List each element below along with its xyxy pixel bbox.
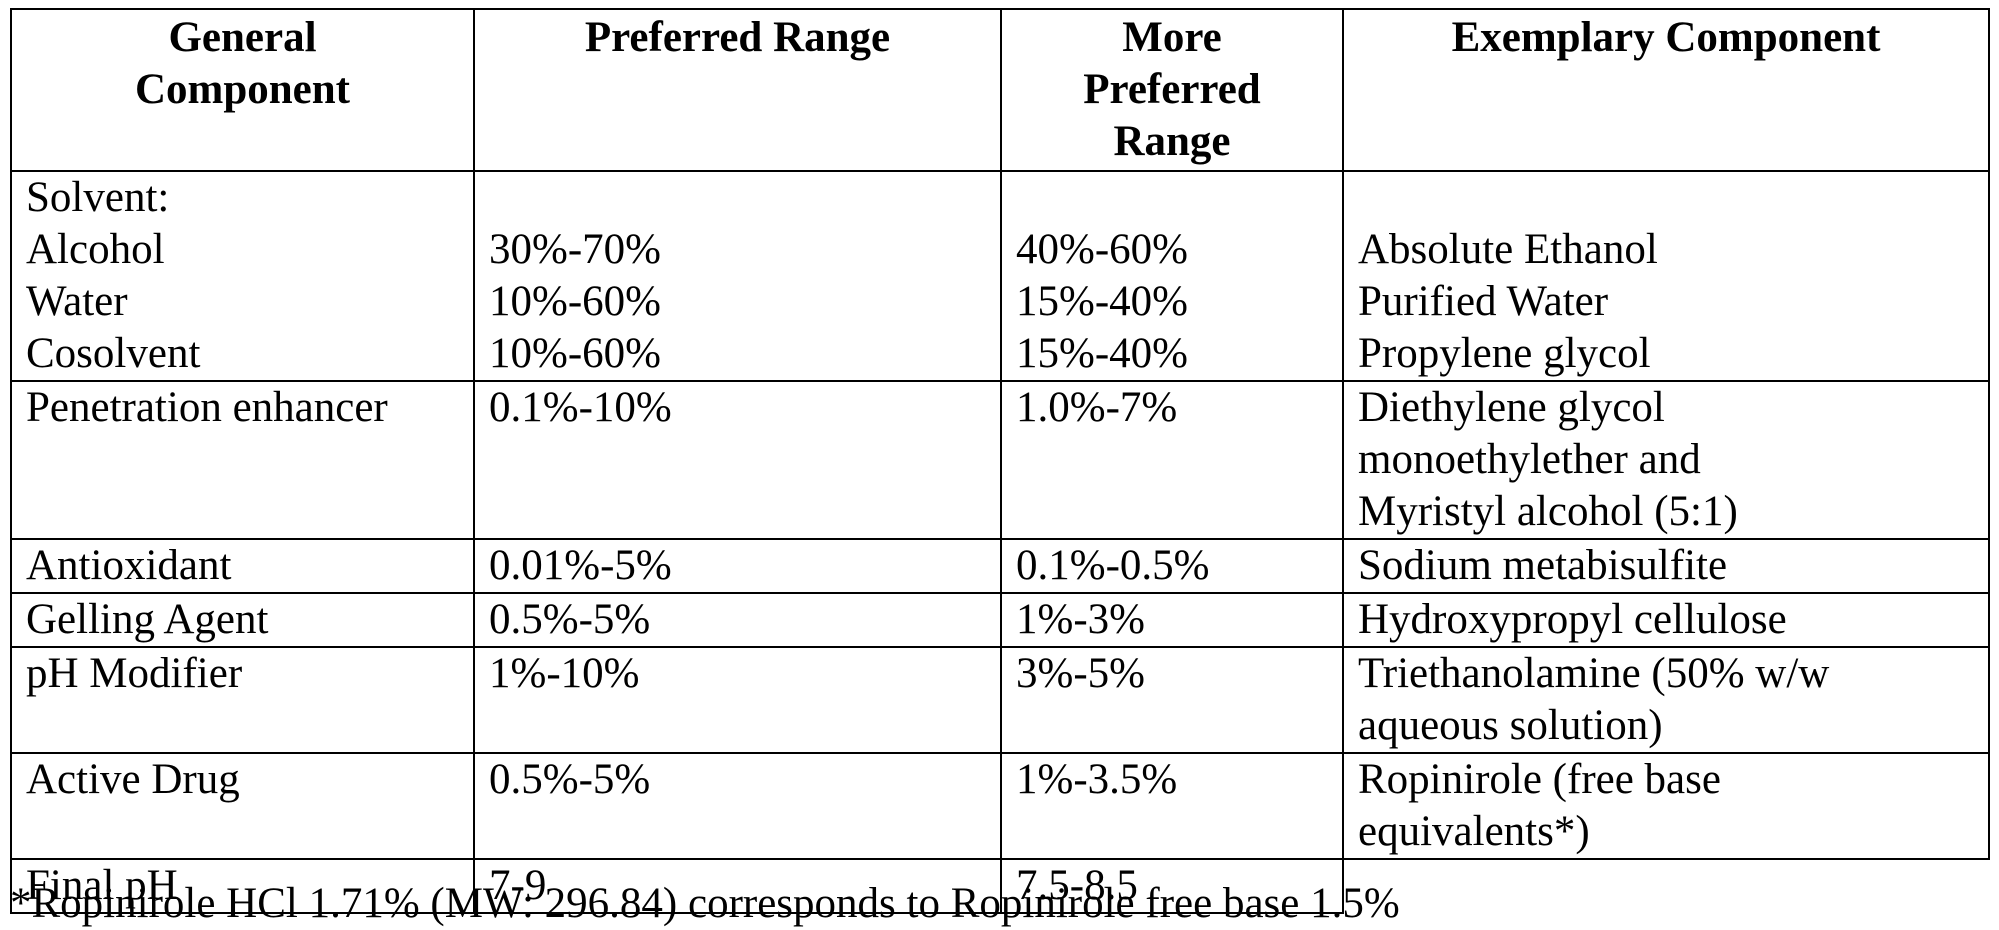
header-text: More (1016, 12, 1328, 64)
cell-more-preferred: 1.0%-7% (1001, 381, 1343, 539)
cell-text: Purified Water (1358, 276, 1974, 328)
header-more-preferred-range: More Preferred Range (1001, 9, 1343, 171)
cell-text: 40%-60% (1016, 224, 1328, 276)
cell-text: Propylene glycol (1358, 328, 1974, 380)
cell-exemplary: Hydroxypropyl cellulose (1343, 593, 1989, 647)
cell-more-preferred: 3%-5% (1001, 647, 1343, 753)
cell-text: Solvent: (26, 172, 459, 224)
cell-text: Myristyl alcohol (5:1) (1358, 486, 1974, 538)
cell-text: 10%-60% (489, 276, 986, 328)
cell-text: 0.1%-10% (489, 382, 986, 434)
cell-exemplary: Sodium metabisulfite (1343, 539, 1989, 593)
cell-component: Solvent: Alcohol Water Cosolvent (11, 171, 474, 381)
cell-preferred: 0.01%-5% (474, 539, 1001, 593)
table-header-row: General Component Preferred Range More P… (11, 9, 1989, 171)
header-text: General (26, 12, 459, 64)
cell-component: pH Modifier (11, 647, 474, 753)
cell-text: aqueous solution) (1358, 700, 1974, 752)
header-text: Preferred (1016, 64, 1328, 116)
table-row: Antioxidant 0.01%-5% 0.1%-0.5% Sodium me… (11, 539, 1989, 593)
cell-text (489, 172, 986, 224)
cell-component: Penetration enhancer (11, 381, 474, 539)
cell-text: Gelling Agent (26, 594, 459, 646)
cell-text: Ropinirole (free base (1358, 754, 1974, 806)
cell-text: 0.01%-5% (489, 540, 986, 592)
cell-exemplary: Absolute Ethanol Purified Water Propylen… (1343, 171, 1989, 381)
cell-preferred: 0.5%-5% (474, 753, 1001, 859)
cell-text: 10%-60% (489, 328, 986, 380)
cell-text: 15%-40% (1016, 328, 1328, 380)
formulation-table: General Component Preferred Range More P… (10, 8, 1990, 914)
cell-text: Cosolvent (26, 328, 459, 380)
header-text: Exemplary Component (1358, 12, 1974, 64)
table-row: Penetration enhancer 0.1%-10% 1.0%-7% Di… (11, 381, 1989, 539)
cell-exemplary: Diethylene glycol monoethylether and Myr… (1343, 381, 1989, 539)
cell-text: Triethanolamine (50% w/w (1358, 648, 1974, 700)
cell-component: Gelling Agent (11, 593, 474, 647)
cell-text: 15%-40% (1016, 276, 1328, 328)
cell-text (1016, 172, 1328, 224)
header-text: Preferred Range (489, 12, 986, 64)
cell-preferred: 0.1%-10% (474, 381, 1001, 539)
cell-text: 1%-3% (1016, 594, 1328, 646)
cell-exemplary: Ropinirole (free base equivalents*) (1343, 753, 1989, 859)
cell-text: 0.1%-0.5% (1016, 540, 1328, 592)
cell-preferred: 30%-70% 10%-60% 10%-60% (474, 171, 1001, 381)
cell-more-preferred: 40%-60% 15%-40% 15%-40% (1001, 171, 1343, 381)
cell-text: Active Drug (26, 754, 459, 806)
cell-text: 1.0%-7% (1016, 382, 1328, 434)
cell-text: monoethylether and (1358, 434, 1974, 486)
cell-text: 0.5%-5% (489, 594, 986, 646)
table-row: Active Drug 0.5%-5% 1%-3.5% Ropinirole (… (11, 753, 1989, 859)
cell-text: Hydroxypropyl cellulose (1358, 594, 1974, 646)
cell-text: 1%-3.5% (1016, 754, 1328, 806)
cell-text: 3%-5% (1016, 648, 1328, 700)
cell-text: Antioxidant (26, 540, 459, 592)
cell-text: Absolute Ethanol (1358, 224, 1974, 276)
cell-text: Penetration enhancer (26, 382, 459, 434)
cell-text: Diethylene glycol (1358, 382, 1974, 434)
cell-text: 0.5%-5% (489, 754, 986, 806)
cell-empty (1343, 859, 1989, 913)
header-exemplary-component: Exemplary Component (1343, 9, 1989, 171)
cell-text: 30%-70% (489, 224, 986, 276)
cell-text: 1%-10% (489, 648, 986, 700)
cell-text: Alcohol (26, 224, 459, 276)
cell-more-preferred: 1%-3% (1001, 593, 1343, 647)
header-preferred-range: Preferred Range (474, 9, 1001, 171)
cell-preferred: 0.5%-5% (474, 593, 1001, 647)
cell-text: pH Modifier (26, 648, 459, 700)
cell-more-preferred: 1%-3.5% (1001, 753, 1343, 859)
table-row: Solvent: Alcohol Water Cosolvent 30%-70%… (11, 171, 1989, 381)
table-row: pH Modifier 1%-10% 3%-5% Triethanolamine… (11, 647, 1989, 753)
table-footnote: *Ropinirole HCl 1.71% (MW: 296.84) corre… (10, 878, 1400, 930)
header-general-component: General Component (11, 9, 474, 171)
cell-text: equivalents*) (1358, 806, 1974, 858)
cell-text: Water (26, 276, 459, 328)
cell-preferred: 1%-10% (474, 647, 1001, 753)
table-row: Gelling Agent 0.5%-5% 1%-3% Hydroxypropy… (11, 593, 1989, 647)
cell-component: Active Drug (11, 753, 474, 859)
cell-text: Sodium metabisulfite (1358, 540, 1974, 592)
header-text: Range (1016, 116, 1328, 168)
header-text: Component (26, 64, 459, 116)
formulation-table-container: General Component Preferred Range More P… (10, 8, 1988, 914)
cell-exemplary: Triethanolamine (50% w/w aqueous solutio… (1343, 647, 1989, 753)
cell-component: Antioxidant (11, 539, 474, 593)
cell-text (1358, 172, 1974, 224)
cell-more-preferred: 0.1%-0.5% (1001, 539, 1343, 593)
